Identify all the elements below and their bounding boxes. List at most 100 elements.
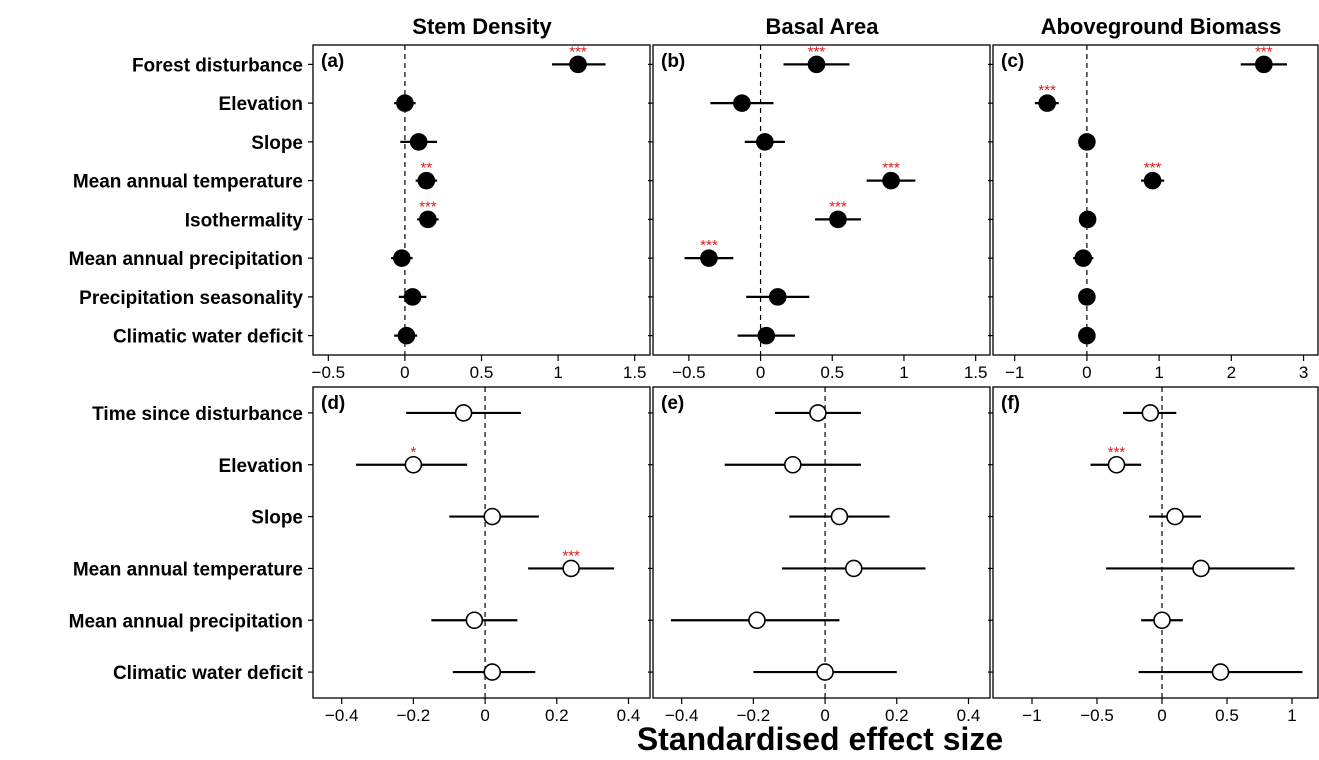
x-tick-label: 3 xyxy=(1299,363,1308,382)
significance-label: *** xyxy=(829,198,847,215)
y-category-label: Mean annual precipitation xyxy=(69,611,303,632)
estimate-point xyxy=(748,611,766,630)
x-tick-label: 0 xyxy=(756,363,765,382)
x-tick-label: 1 xyxy=(1287,706,1296,725)
x-tick-label: −1 xyxy=(1005,363,1024,382)
panel-label: (a) xyxy=(321,51,344,72)
x-tick-label: 0 xyxy=(1157,706,1166,725)
x-tick-label: 0 xyxy=(480,706,489,725)
estimate-point xyxy=(1143,171,1162,190)
estimate-point xyxy=(757,326,776,345)
estimate-point xyxy=(807,55,826,74)
estimate-point xyxy=(700,249,718,267)
estimate-point xyxy=(483,507,502,526)
panel-frame xyxy=(312,386,651,699)
estimate-point xyxy=(1078,210,1097,229)
estimate-point xyxy=(1192,559,1210,578)
x-tick-label: 1 xyxy=(553,363,562,382)
y-category-label: Time since disturbance xyxy=(92,404,303,425)
x-tick-label: −0.2 xyxy=(737,706,771,725)
panel-b: (b) −0.5 0 0.5 1 1.5 *** *** *** *** xyxy=(648,43,991,382)
x-tick-label: −1 xyxy=(1022,706,1041,725)
y-category-label: Mean annual precipitation xyxy=(69,249,303,270)
significance-label: *** xyxy=(562,547,580,564)
x-tick-label: 1 xyxy=(1154,363,1163,382)
panel-e: (e) −0.4 −0.2 0 0.2 0.4 xyxy=(648,386,991,725)
y-category-label: Climatic water deficit xyxy=(113,327,304,348)
column-title-basal-area: Basal Area xyxy=(766,14,880,39)
panel-c: (c) −1 0 1 2 3 *** *** *** xyxy=(988,43,1319,382)
panel-d: (d) −0.4 −0.2 0 0.2 0.4 Time since disturbance… xyxy=(69,386,651,725)
column-title-aboveground-biomass: Aboveground Biomass xyxy=(1041,14,1282,39)
panel-label: (e) xyxy=(661,393,684,414)
panel-label: (f) xyxy=(1001,393,1020,414)
x-tick-label: 0.2 xyxy=(545,706,569,725)
x-tick-label: 0 xyxy=(820,706,829,725)
significance-label: *** xyxy=(419,198,437,215)
x-tick-label: −0.5 xyxy=(1080,706,1114,725)
estimate-point xyxy=(483,663,502,681)
estimate-point xyxy=(1153,611,1171,630)
estimate-point xyxy=(396,94,414,112)
estimate-point xyxy=(404,455,423,474)
estimate-point xyxy=(1078,326,1096,345)
y-category-label: Mean annual temperature xyxy=(73,559,303,580)
estimate-point xyxy=(562,559,580,578)
estimate-point xyxy=(454,404,473,422)
x-tick-label: 0.5 xyxy=(470,363,494,382)
panel-frame xyxy=(652,44,991,356)
x-tick-label: −0.5 xyxy=(672,363,706,382)
estimate-point xyxy=(403,288,422,306)
column-title-stem-density: Stem Density xyxy=(412,14,552,39)
x-tick-label: 0.4 xyxy=(957,706,981,725)
estimate-point xyxy=(1166,507,1184,526)
panel-frame xyxy=(312,44,651,356)
x-tick-label: 0.5 xyxy=(820,363,844,382)
estimate-point xyxy=(465,611,484,630)
estimate-point xyxy=(1078,133,1096,151)
panel-frame xyxy=(992,44,1319,356)
estimate-point xyxy=(1074,249,1093,267)
estimate-point xyxy=(830,507,849,526)
significance-label: *** xyxy=(1108,444,1126,461)
estimate-point xyxy=(768,288,787,306)
x-tick-label: 0 xyxy=(1082,363,1091,382)
significance-label: *** xyxy=(808,43,826,60)
estimate-point xyxy=(409,133,428,151)
panel-frame xyxy=(652,386,991,699)
estimate-point xyxy=(393,249,411,267)
x-tick-label: 0.2 xyxy=(885,706,909,725)
significance-label: *** xyxy=(700,237,718,254)
estimate-point xyxy=(1078,288,1096,306)
estimate-point xyxy=(1255,55,1273,74)
significance-label: * xyxy=(410,444,416,461)
significance-label: *** xyxy=(1144,160,1162,177)
estimate-point xyxy=(419,210,437,229)
estimate-point xyxy=(1107,455,1126,474)
estimate-point xyxy=(756,133,774,151)
y-category-label: Elevation xyxy=(219,456,303,477)
panel-a: (a) −0.5 0 0.5 1 1.5 Forest disturbance *** Elev… xyxy=(69,43,651,382)
significance-label: *** xyxy=(569,43,587,60)
estimate-point xyxy=(417,171,436,190)
estimate-point xyxy=(784,455,802,474)
estimate-point xyxy=(569,55,587,74)
x-tick-label: 1 xyxy=(899,363,908,382)
estimate-point xyxy=(1211,663,1230,681)
x-tick-label: −0.4 xyxy=(325,706,359,725)
panel-frame xyxy=(992,386,1319,699)
panel-label: (c) xyxy=(1001,51,1024,72)
estimate-point xyxy=(1038,94,1056,112)
y-category-label: Forest disturbance xyxy=(132,55,303,76)
significance-label: ** xyxy=(421,160,433,177)
significance-label: *** xyxy=(882,160,900,177)
estimate-point xyxy=(844,559,863,578)
x-tick-label: 0.5 xyxy=(1215,706,1239,725)
y-category-label: Slope xyxy=(251,508,303,529)
x-tick-label: 1.5 xyxy=(623,363,647,382)
x-tick-label: 0.4 xyxy=(617,706,641,725)
y-category-label: Elevation xyxy=(219,94,303,115)
estimate-point xyxy=(397,326,416,345)
